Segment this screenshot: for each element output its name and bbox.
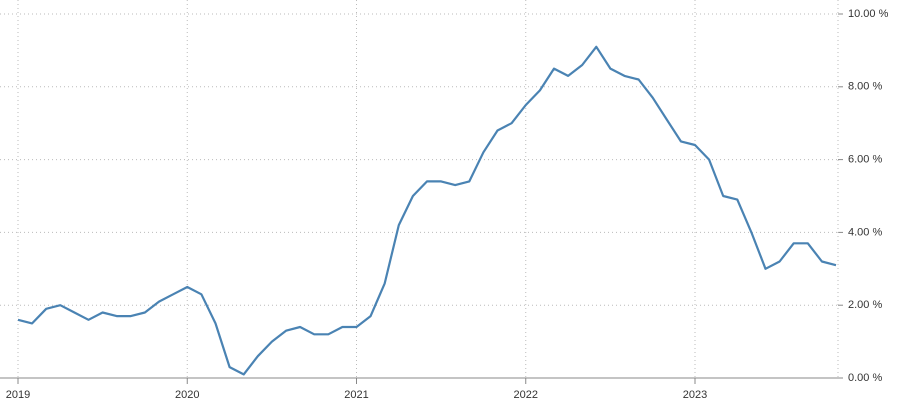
y-tick-label: 0.00 % — [848, 372, 882, 384]
x-tick-label: 2019 — [6, 389, 30, 401]
x-tick-label: 2021 — [344, 389, 368, 401]
data-line — [17, 45, 837, 376]
x-tick-label: 2023 — [683, 389, 707, 401]
y-tick-label: 4.00 % — [848, 226, 882, 238]
y-tick-label: 8.00 % — [848, 81, 882, 93]
y-tick-label: 6.00 % — [848, 154, 882, 166]
y-tick-label: 10.00 % — [848, 8, 889, 20]
x-tick-label: 2020 — [175, 389, 199, 401]
y-tick-label: 2.00 % — [848, 299, 882, 311]
x-tick-label: 2022 — [514, 389, 538, 401]
